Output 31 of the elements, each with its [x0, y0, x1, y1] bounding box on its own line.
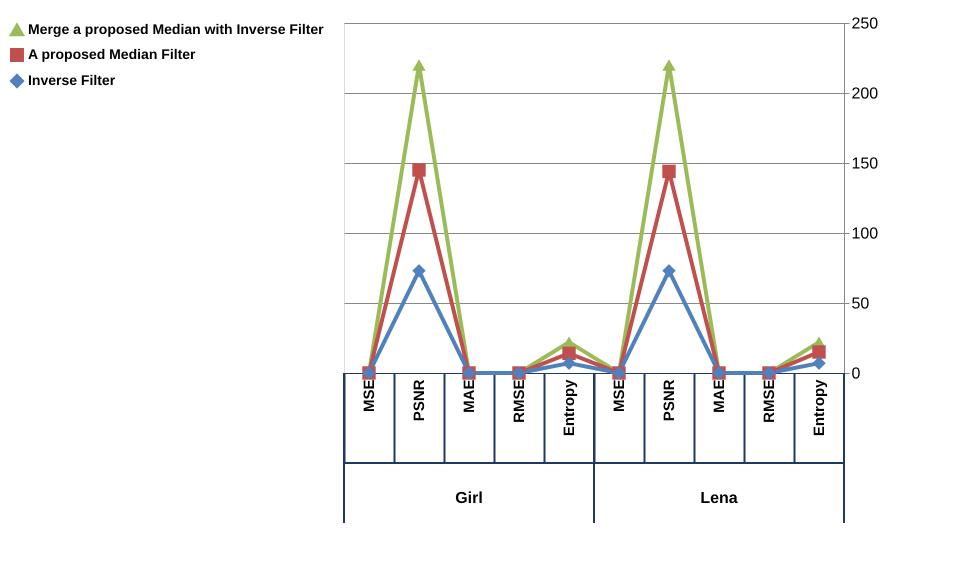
y-tick-label: 200 — [852, 86, 878, 102]
y-tick-label: 250 — [852, 16, 878, 32]
x-tick-label: PSNR — [661, 379, 678, 422]
x-tick-label: Entropy — [561, 378, 578, 436]
legend-label: Merge a proposed Median with Inverse Filter — [28, 21, 324, 37]
point — [562, 346, 576, 360]
legend-label: Inverse Filter — [28, 72, 116, 88]
x-tick-label: MAE — [711, 380, 728, 413]
x-tick-label: MSE — [361, 380, 378, 412]
x-tick-label: Entropy — [811, 378, 828, 436]
point — [662, 59, 676, 71]
point — [412, 264, 426, 278]
legend-label: A proposed Median Filter — [28, 46, 196, 62]
point — [412, 59, 426, 71]
point — [662, 164, 676, 178]
text: Girl — [455, 490, 483, 507]
x-tick-label: MAE — [461, 380, 478, 413]
point — [812, 356, 826, 370]
y-tick-label: 100 — [852, 226, 878, 242]
x-tick-label: MSE — [611, 380, 628, 412]
y-tick-label: 150 — [852, 156, 878, 172]
point — [662, 264, 676, 278]
x-tick-label: RMSE — [511, 380, 528, 423]
y-tick-label: 0 — [852, 366, 860, 382]
x-tick-label: PSNR — [411, 379, 428, 422]
y-tick-label: 50 — [852, 296, 870, 312]
point — [812, 345, 826, 359]
point — [562, 356, 576, 370]
text: Lena — [700, 490, 738, 507]
point — [412, 163, 426, 177]
x-tick-label: RMSE — [761, 380, 778, 423]
